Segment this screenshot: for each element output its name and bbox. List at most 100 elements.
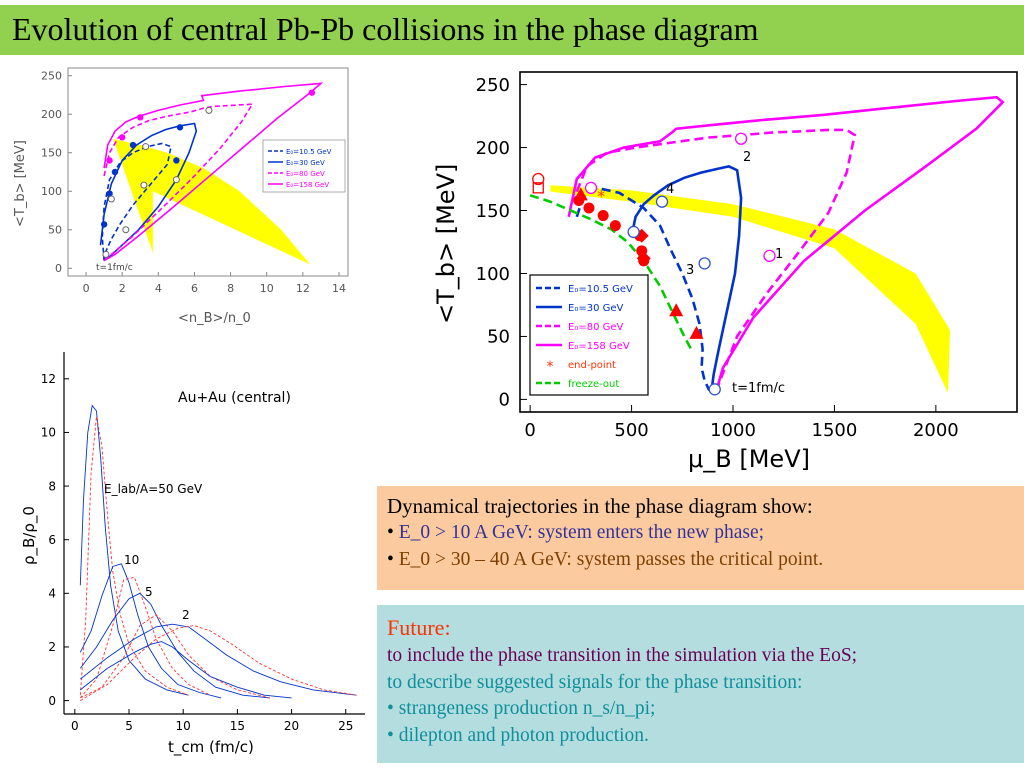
data-point [106, 190, 113, 197]
y-axis-label: <T_b> [MeV] [13, 140, 28, 227]
y-tick-label: 2 [48, 640, 56, 654]
open-square [532, 182, 544, 194]
annotation-3: 3 [686, 263, 694, 278]
legend-label: E₀=30 GeV [568, 303, 624, 314]
time-marker [698, 257, 711, 270]
future-heading: Future: [387, 615, 451, 640]
bullet-text: E_0 > 10 A GeV: system enters the new ph… [398, 522, 765, 543]
annotation-elab: E_lab/A=50 GeV [104, 482, 203, 496]
series-line-1 [630, 165, 743, 390]
future-box: Future: to include the phase transition … [377, 605, 1024, 763]
x-tick-label: 1500 [812, 420, 858, 441]
y-tick-label: 100 [41, 185, 62, 198]
bullet-mark: • [387, 724, 394, 746]
x-tick-label: 1000 [710, 420, 756, 441]
chart-phase-diagram: * 0 500 1000 1500 2000 0 50 100 150 200 250 t=1fm/… [430, 62, 1024, 482]
x-axis-label: <n_B>/n_0 [178, 311, 251, 326]
data-point-open [122, 226, 130, 234]
x-tick-label: 8 [227, 282, 234, 295]
x-tick-label: 10 [176, 719, 191, 733]
annotation-10: 10 [124, 553, 139, 567]
annotation-t1: t=1fm/c [732, 381, 785, 396]
legend-label: E₀=80 GeV [286, 170, 325, 178]
y-tick-label: 200 [476, 138, 510, 159]
freeze-out-triangle [573, 187, 588, 201]
data-point [176, 124, 184, 131]
legend: E₀=10.5 GeV E₀=30 GeV E₀=80 GeV E₀=158 GeV *… [529, 274, 649, 396]
legend: E₀=10.5 GeV E₀=30 GeV E₀=80 GeV E₀=158 GeV [262, 139, 346, 193]
y-tick-label: 200 [41, 108, 62, 121]
x-tick-label: 4 [155, 282, 162, 295]
bullet-text: E_0 > 30 – 40 A GeV: system passes the c… [398, 548, 824, 570]
slide-title: Evolution of central Pb-Pb collisions in… [12, 11, 759, 47]
open-circle-red [532, 172, 545, 186]
y-axis-label: ρ_B/ρ_0 [20, 506, 39, 565]
data-point [129, 141, 137, 149]
time-marker [708, 383, 721, 396]
x-tick-label: 25 [338, 719, 353, 733]
legend-swatch: * [547, 359, 554, 375]
x-tick-label: 2 [119, 282, 126, 295]
legend-label: E₀=10.5 GeV [568, 284, 633, 295]
legend-label: E₀=158 GeV [568, 341, 630, 352]
data-point [137, 114, 144, 121]
series-line-5 [80, 614, 271, 699]
bullet-mark: • [387, 548, 394, 570]
data-point-open [102, 250, 110, 258]
series-line-0 [79, 404, 189, 696]
x-tick-label: 5 [125, 719, 133, 733]
y-tick-label: 0 [499, 390, 510, 411]
x-tick-label: 10 [260, 282, 274, 295]
data-point [308, 89, 316, 96]
data-point-open [142, 143, 150, 151]
x-tick-label: 0 [524, 420, 535, 441]
x-tick-label: 15 [230, 719, 245, 733]
x-tick-label: 2000 [913, 420, 959, 441]
time-marker [584, 181, 598, 195]
y-tick-label: 50 [48, 224, 62, 237]
annotation-1: 1 [775, 247, 783, 262]
y-tick-label: 150 [476, 201, 510, 222]
y-tick-label: 250 [476, 75, 510, 96]
x-tick-label: 0 [83, 282, 90, 295]
series-line-4 [529, 194, 694, 353]
data-point [118, 134, 126, 141]
time-marker [734, 132, 748, 145]
x-tick-label: 0 [71, 719, 79, 733]
data-point-open [205, 106, 213, 114]
legend-label: end-point [568, 360, 616, 371]
series-line-1 [79, 416, 189, 696]
end-point-marker: * [597, 186, 605, 205]
y-tick-label: 12 [41, 372, 56, 386]
legend-label: E₀=10.5 GeV [286, 148, 332, 156]
y-axis-label: <T_b> [MeV] [432, 164, 460, 324]
series-line-3 [103, 82, 324, 262]
y-tick-label: 0 [55, 262, 62, 275]
series-line-0 [575, 186, 714, 395]
bullet-text: strangeness production n_s/n_pi; [398, 698, 656, 719]
title-bar: Evolution of central Pb-Pb collisions in… [0, 5, 1024, 55]
x-tick-label: 14 [332, 282, 346, 295]
dynamics-bullet-1: • E_0 > 10 A GeV: system enters the new … [387, 520, 1014, 547]
freeze-out-triangle [689, 325, 704, 339]
y-tick-label: 250 [41, 70, 62, 83]
dynamics-heading: Dynamical trajectories in the phase diag… [387, 494, 813, 518]
dynamics-box: Dynamical trajectories in the phase diag… [377, 486, 1024, 590]
annotation-2: 2 [182, 608, 190, 622]
data-point [106, 157, 113, 164]
y-tick-label: 10 [41, 426, 56, 440]
bullet-text: dilepton and photon production. [398, 724, 649, 746]
chart-density-temperature: 0 2 4 6 8 10 12 14 0 50 100 150 200 250 t=1fm/c <n_B>… [8, 62, 358, 352]
legend-label: freeze-out [568, 379, 619, 390]
legend-label: E₀=30 GeV [286, 159, 325, 167]
future-bullet-2: • dilepton and photon production. [387, 723, 1014, 750]
x-axis-label: t_cm (fm/c) [168, 738, 254, 757]
data-point [173, 157, 180, 164]
annotation-t1: t=1fm/c [96, 263, 133, 273]
legend-label: E₀=80 GeV [568, 322, 624, 333]
y-tick-label: 100 [476, 264, 510, 285]
data-point-open [107, 195, 115, 203]
y-tick-label: 6 [48, 533, 56, 547]
time-marker [763, 249, 776, 263]
x-tick-label: 500 [614, 420, 648, 441]
